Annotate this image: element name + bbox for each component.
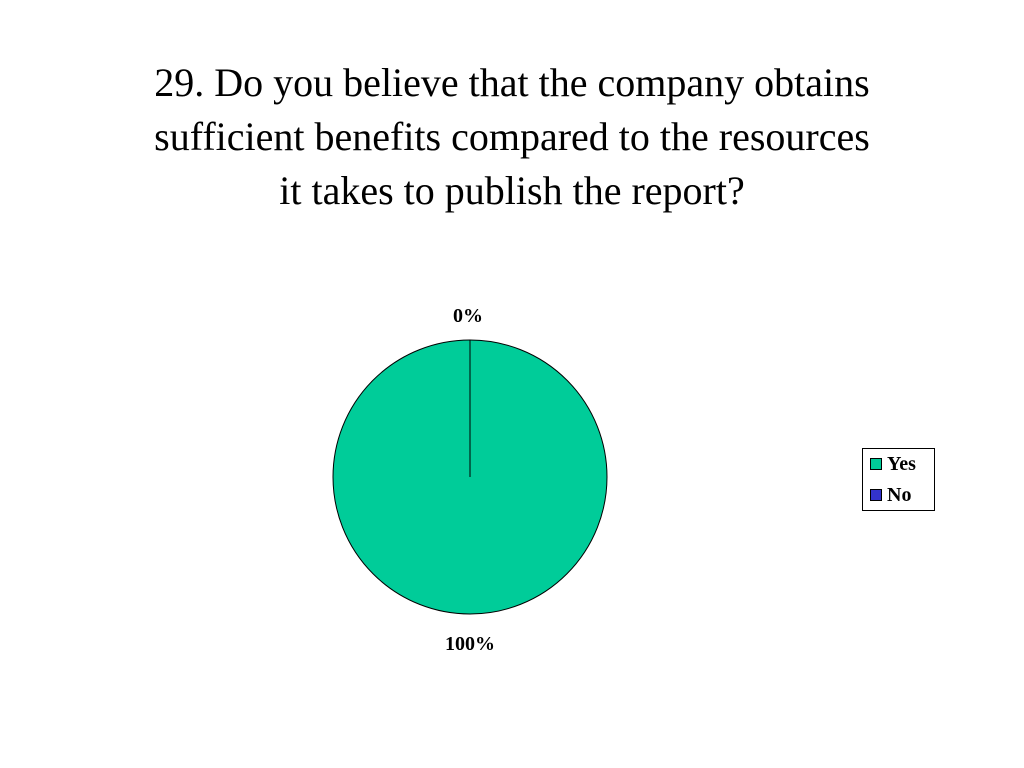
legend-item-no: No — [870, 483, 911, 507]
legend-item-yes: Yes — [870, 452, 916, 476]
data-label-no: 0% — [453, 305, 483, 327]
chart-legend: Yes No — [862, 448, 935, 511]
legend-swatch-yes — [870, 458, 882, 470]
slide-title-line-1: 29. Do you believe that the company obta… — [154, 60, 870, 105]
legend-label-no: No — [887, 484, 912, 506]
legend-label-yes: Yes — [887, 453, 916, 475]
data-label-yes: 100% — [445, 633, 495, 655]
legend-swatch-no — [870, 489, 882, 501]
slide-title-line-2: sufficient benefits compared to the reso… — [154, 114, 870, 159]
slide-title-line-3: it takes to publish the report? — [279, 168, 745, 213]
slide-title: 29. Do you believe that the company obta… — [60, 56, 964, 218]
